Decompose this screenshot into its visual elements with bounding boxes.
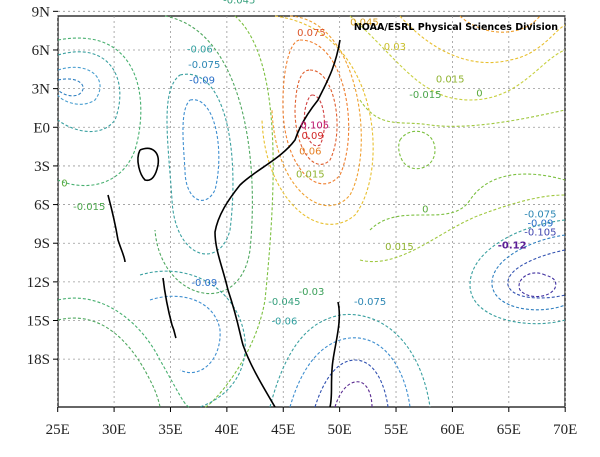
contour-line (57, 78, 84, 97)
contour-line (166, 73, 234, 255)
contour-label: -0.045 (268, 297, 300, 308)
contour-label: -0.06 (187, 45, 213, 56)
y-tick-label: 3N (32, 82, 51, 98)
plot-frame (57, 15, 566, 408)
contour-line (57, 51, 121, 133)
contour-label: -0.075 (354, 297, 386, 308)
contour-labels: -0.045-0.06-0.075-0.090.0750.0450.030.01… (61, 0, 556, 328)
contour-line (369, 173, 566, 231)
contour-label: 0.105 (301, 121, 330, 132)
coastline (214, 39, 341, 408)
contour-label: -0.015 (73, 202, 105, 213)
contour-line (289, 337, 411, 408)
y-tick-label: E0 (33, 120, 50, 136)
contour-label: -0.045 (223, 0, 255, 7)
contour-line (271, 15, 362, 207)
contour-line (282, 39, 350, 185)
y-tick-label: 6S (34, 198, 50, 214)
y-tick-label: 6N (32, 43, 51, 59)
contour-label: 0.075 (297, 28, 326, 39)
x-tick-label: 60E (440, 422, 464, 438)
contour-label: -0.12 (498, 241, 527, 252)
contour-label: -0.09 (191, 278, 217, 289)
contour-line (359, 99, 566, 127)
contour-label: -0.075 (524, 210, 556, 221)
contour-line (518, 272, 557, 298)
contour-line (398, 130, 436, 170)
y-tick-label: 9S (34, 236, 50, 252)
contour-label: 0.06 (299, 146, 321, 157)
y-tick-label: 12S (27, 275, 50, 291)
x-tick-label: 65E (497, 422, 521, 438)
contour-line (57, 297, 191, 408)
contour-line (314, 359, 389, 408)
x-tick-label: 30E (102, 422, 126, 438)
contours (57, 15, 566, 408)
contour-label: 0.015 (296, 170, 325, 181)
contour-label: 0.09 (301, 131, 323, 142)
y-tick-label: 18S (27, 352, 50, 368)
contour-line (149, 295, 221, 374)
contour-line (182, 99, 220, 201)
contour-line (154, 15, 253, 294)
contour-line (294, 69, 338, 165)
contour-label: -0.015 (409, 90, 441, 101)
coastline (329, 301, 341, 408)
y-tick-label: 3S (34, 159, 50, 175)
contour-label: 0.015 (385, 242, 414, 253)
lake-outline (162, 277, 177, 339)
contour-label: 0 (422, 204, 428, 215)
contour-line (491, 234, 566, 311)
contour-label: -0.09 (527, 219, 553, 230)
contour-label: 0.03 (384, 42, 406, 53)
contour-line (261, 15, 374, 225)
axes: 25E 30E 35E 40E 45E 50E 55E 60E 65E 70E 9N 6N 3N E0 3S… (27, 4, 578, 438)
contour-label: -0.075 (188, 60, 220, 71)
contour-label: -0.09 (189, 76, 215, 87)
grid (57, 10, 566, 407)
contour-label: -0.06 (271, 317, 297, 328)
contour-line (507, 249, 566, 299)
map-title: NOAA/ESRL Physical Sciences Division (354, 22, 558, 33)
y-tick-label: 15S (27, 314, 50, 330)
x-tick-label: 70E (553, 422, 577, 438)
contour-line (303, 94, 325, 147)
x-tick-label: 25E (46, 422, 70, 438)
contour-line (204, 15, 274, 408)
contour-line (139, 270, 246, 408)
lake-outline (107, 194, 126, 263)
x-tick-label: 40E (215, 422, 239, 438)
x-tick-label: 55E (384, 422, 408, 438)
contour-line (349, 15, 566, 101)
x-tick-label: 50E (328, 422, 352, 438)
contour-label: 0 (61, 179, 67, 190)
contour-label: 0.045 (350, 18, 379, 29)
contour-line (359, 194, 566, 263)
contour-label: 0.015 (436, 74, 465, 85)
lake-outline (137, 147, 160, 182)
contour-label: 0 (476, 88, 482, 99)
contour-line (334, 381, 373, 408)
coastlines (107, 39, 341, 408)
contour-label: -0.03 (299, 287, 325, 298)
contour-label: -0.105 (524, 228, 556, 239)
contour-line (469, 219, 566, 325)
contour-line (57, 37, 142, 187)
x-tick-label: 45E (271, 422, 295, 438)
y-tick-label: 9N (32, 4, 51, 20)
x-tick-label: 35E (158, 422, 182, 438)
contour-line (57, 66, 101, 105)
